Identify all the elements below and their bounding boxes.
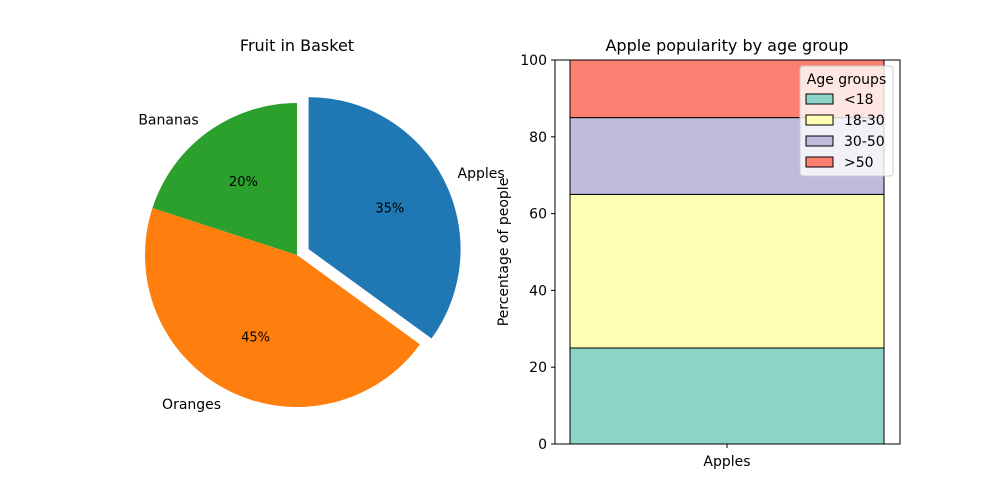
legend-label-18-30: 18-30 [844, 113, 885, 129]
bar-chart: Apple popularity by age group 0 20 40 60 80 1… [496, 36, 901, 470]
legend-swatch-18-30 [805, 114, 834, 126]
pie-category-label-oranges: Oranges [162, 397, 221, 413]
y-tick-label: 80 [529, 130, 547, 146]
pie-title: Fruit in Basket [240, 36, 354, 55]
pie-slices [144, 97, 461, 408]
y-tick-label: 60 [529, 207, 547, 223]
x-tick-label: Apples [703, 454, 750, 470]
legend-label-30-50: 30-50 [844, 134, 885, 150]
pie-percent-label-oranges: 45% [241, 330, 270, 345]
y-axis-label: Percentage of people [496, 178, 512, 327]
legend-label-50: >50 [844, 155, 874, 171]
legend-label-18: <18 [844, 92, 874, 108]
pie-labels: 35% Apples 45% Oranges 20% Bananas [138, 113, 504, 413]
y-tick-label: 40 [529, 283, 547, 299]
legend-swatch-18 [805, 93, 834, 105]
y-tick-label: 100 [520, 53, 547, 69]
pie-percent-label-bananas: 20% [229, 175, 258, 190]
pie-chart: Fruit in Basket 35% Apples 45% Oranges 20% Ba… [138, 36, 504, 413]
pie-percent-label-apples: 35% [375, 202, 404, 217]
pie-category-label-bananas: Bananas [138, 113, 198, 129]
x-ticks: Apples [703, 444, 751, 470]
y-tick-label: 0 [538, 437, 547, 453]
bar-segment-18-30 [569, 193, 885, 349]
pie-slice-apples [308, 97, 461, 339]
legend-swatch-30-50 [805, 135, 834, 147]
pie-category-label-apples: Apples [458, 166, 505, 182]
bar-segment-18 [569, 347, 885, 445]
legend-title: Age groups [807, 72, 886, 88]
legend: Age groups <18 18-30 30-50 >50 [799, 65, 894, 177]
bar-title: Apple popularity by age group [605, 36, 848, 55]
pie-slice-bananas [152, 103, 297, 255]
legend-swatch-50 [805, 156, 834, 168]
y-ticks: 0 20 40 60 80 100 [520, 53, 555, 453]
y-tick-label: 20 [529, 360, 547, 376]
pie-slice-oranges [144, 208, 420, 408]
